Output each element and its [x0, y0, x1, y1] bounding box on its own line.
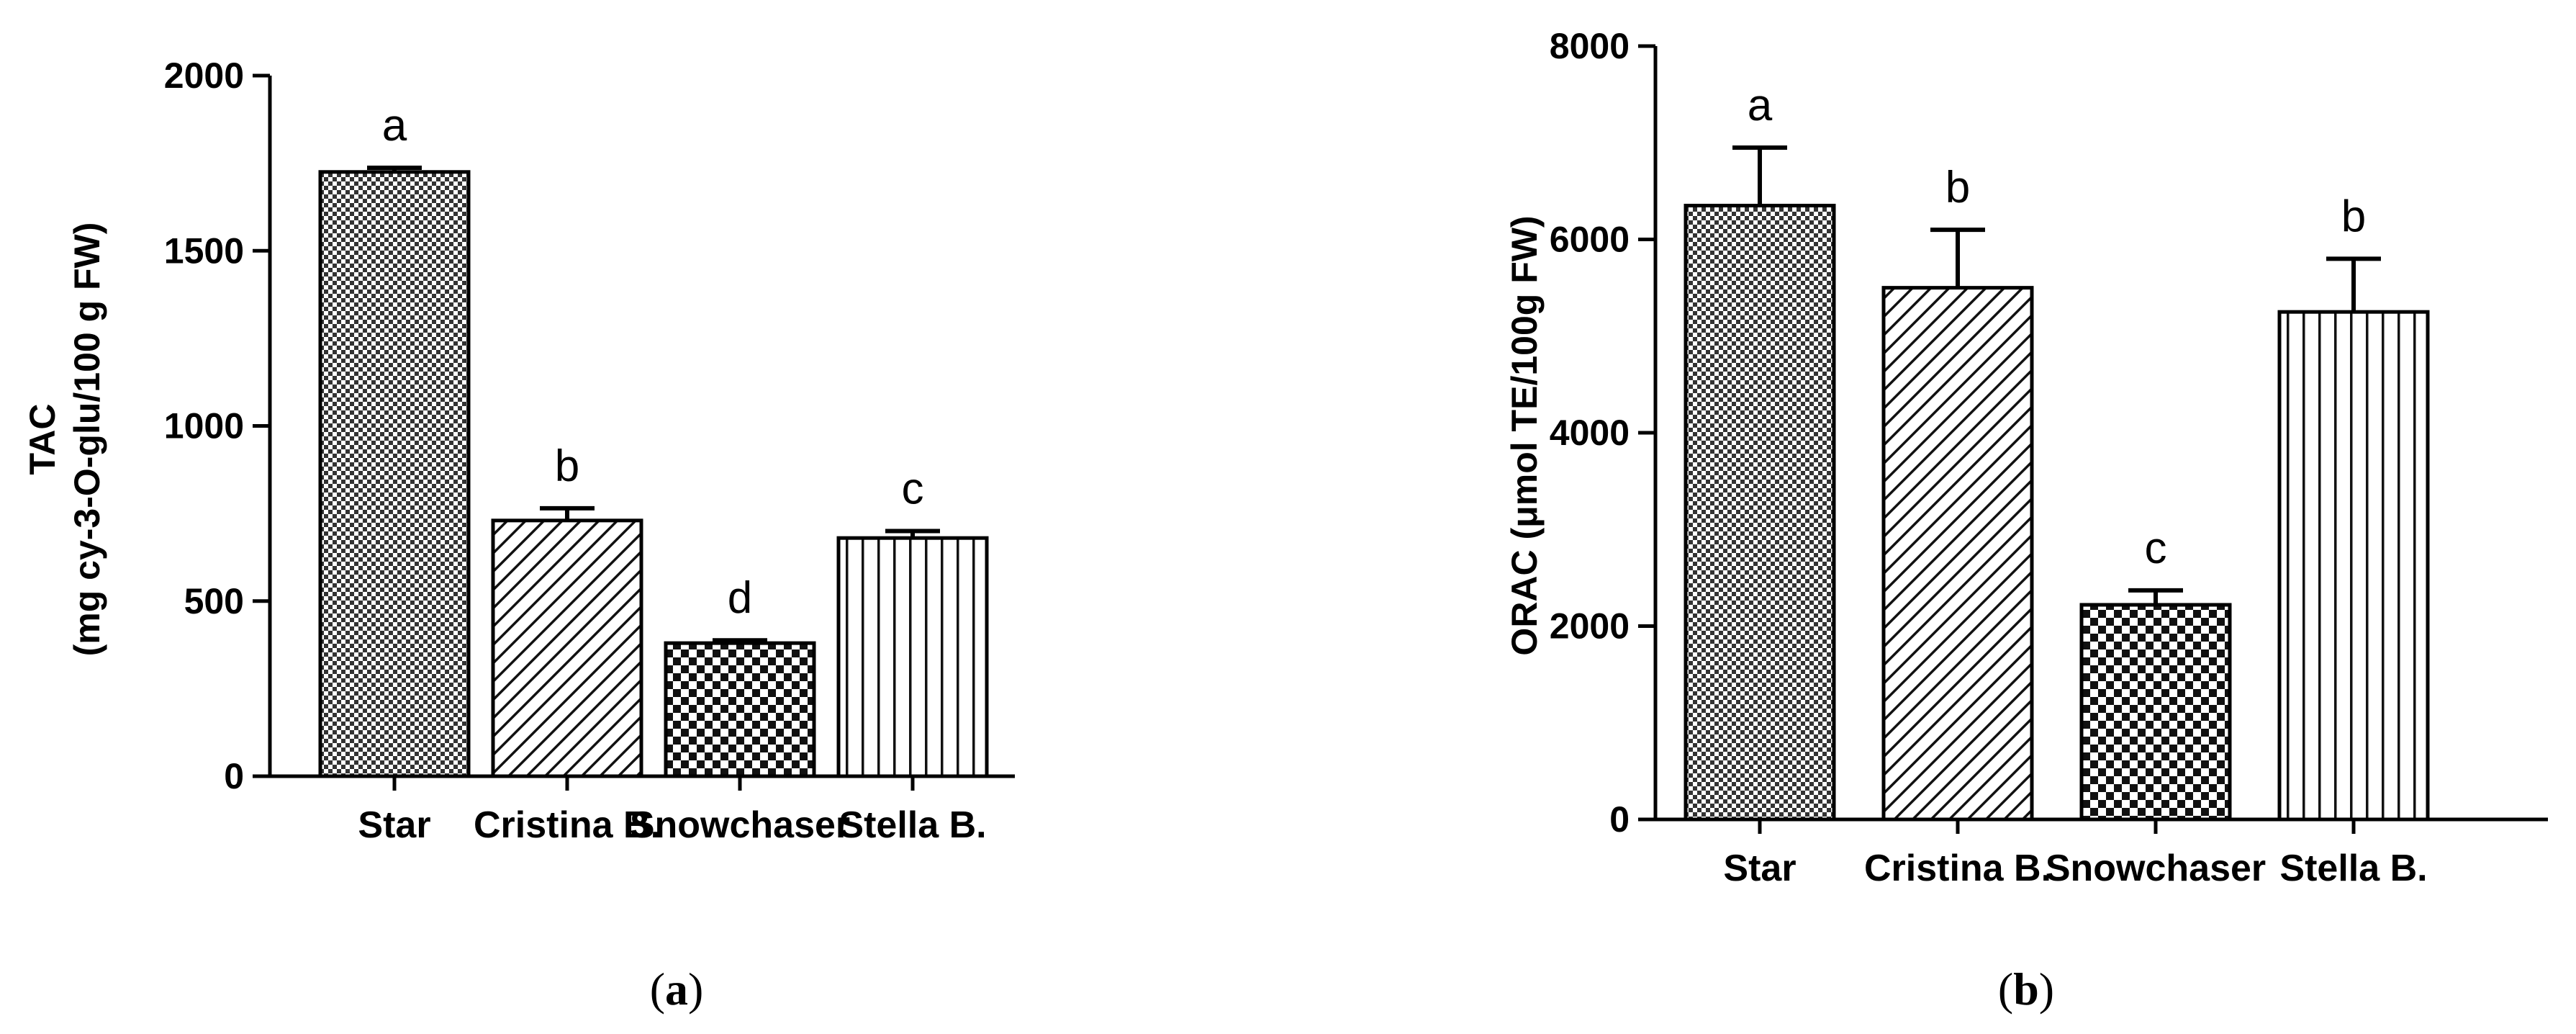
x-tick-label-a-3: Stella B.	[839, 804, 986, 846]
significance-letter-a-1: b	[555, 441, 579, 491]
significance-letter-b-2: c	[2145, 523, 2167, 573]
significance-letter-b-0: a	[1748, 81, 1773, 130]
x-tick-label-a-0: Star	[358, 804, 430, 846]
significance-letter-a-3: c	[902, 464, 924, 513]
y-ticks-b: 0 2000 4000 6000 8000	[1550, 26, 1655, 840]
significance-letter-b-1: b	[1945, 163, 1970, 212]
y-tick-label-a-1: 500	[184, 581, 244, 621]
significance-letter-a-0: a	[382, 101, 407, 150]
panel-label-a-letter: a	[665, 963, 688, 1015]
bar-a-2	[664, 641, 816, 778]
y-ticks-a: 0 500 1000 1500 2000	[164, 55, 270, 796]
x-tick-label-a-2: Snowchaser	[630, 804, 850, 846]
panel-label-b-letter: b	[2013, 963, 2039, 1015]
y-tick-label-a-3: 1500	[164, 230, 244, 271]
y-tick-label-a-0: 0	[224, 756, 244, 796]
bars-a: a b d c	[318, 101, 989, 778]
x-ticks-b: Star Cristina B.Snowchaser Stella B.	[1723, 819, 2428, 889]
y-axis-title-a-line-1: TAC	[22, 403, 63, 475]
x-tick-label-b-1: Cristina B.	[1864, 848, 2051, 889]
y-tick-label-a-4: 2000	[164, 55, 244, 96]
y-axis-title-a-line-2: (mg cy-3-O-glu/100 g FW)	[67, 222, 107, 657]
chart-panel-b: ORAC (μmol TE/100g FW) a b c b 0 2000 4000 600…	[1504, 26, 2548, 1015]
significance-letter-b-3: b	[2341, 192, 2366, 241]
y-tick-label-b-2: 4000	[1550, 413, 1630, 453]
y-tick-label-a-2: 1000	[164, 406, 244, 446]
bar-a-0	[318, 170, 471, 778]
bar-a-3	[836, 536, 989, 778]
bar-a-1	[491, 518, 643, 778]
y-axis-title-b-line-1: ORAC (μmol TE/100g FW)	[1504, 215, 1545, 655]
y-tick-label-b-1: 2000	[1550, 606, 1630, 647]
x-tick-label-b-0: Star	[1723, 848, 1796, 889]
x-tick-label-b-3: Stella B.	[2279, 848, 2427, 889]
y-tick-label-b-0: 0	[1609, 799, 1630, 840]
bar-b-0	[1684, 204, 1836, 822]
panel-label-b: (b)	[1998, 963, 2054, 1015]
bar-b-3	[2277, 310, 2430, 822]
bars-b: a b c b	[1684, 81, 2430, 822]
y-tick-label-b-3: 6000	[1550, 220, 1630, 260]
chart-panel-a: TAC (mg cy-3-O-glu/100 g FW) a b d c 0 500 10…	[22, 55, 1015, 1015]
panel-label-a: (a)	[650, 963, 704, 1015]
y-tick-label-b-4: 8000	[1550, 26, 1630, 66]
bar-b-2	[2079, 603, 2232, 822]
y-axis-title-a: TAC (mg cy-3-O-glu/100 g FW)	[22, 222, 107, 657]
significance-letter-a-2: d	[728, 573, 752, 623]
x-tick-label-b-2: Snowchaser	[2046, 848, 2266, 889]
x-tick-label-a-1: Cristina B.	[474, 804, 661, 846]
y-axis-title-b: ORAC (μmol TE/100g FW)	[1504, 215, 1545, 655]
bar-b-1	[1881, 286, 2034, 822]
